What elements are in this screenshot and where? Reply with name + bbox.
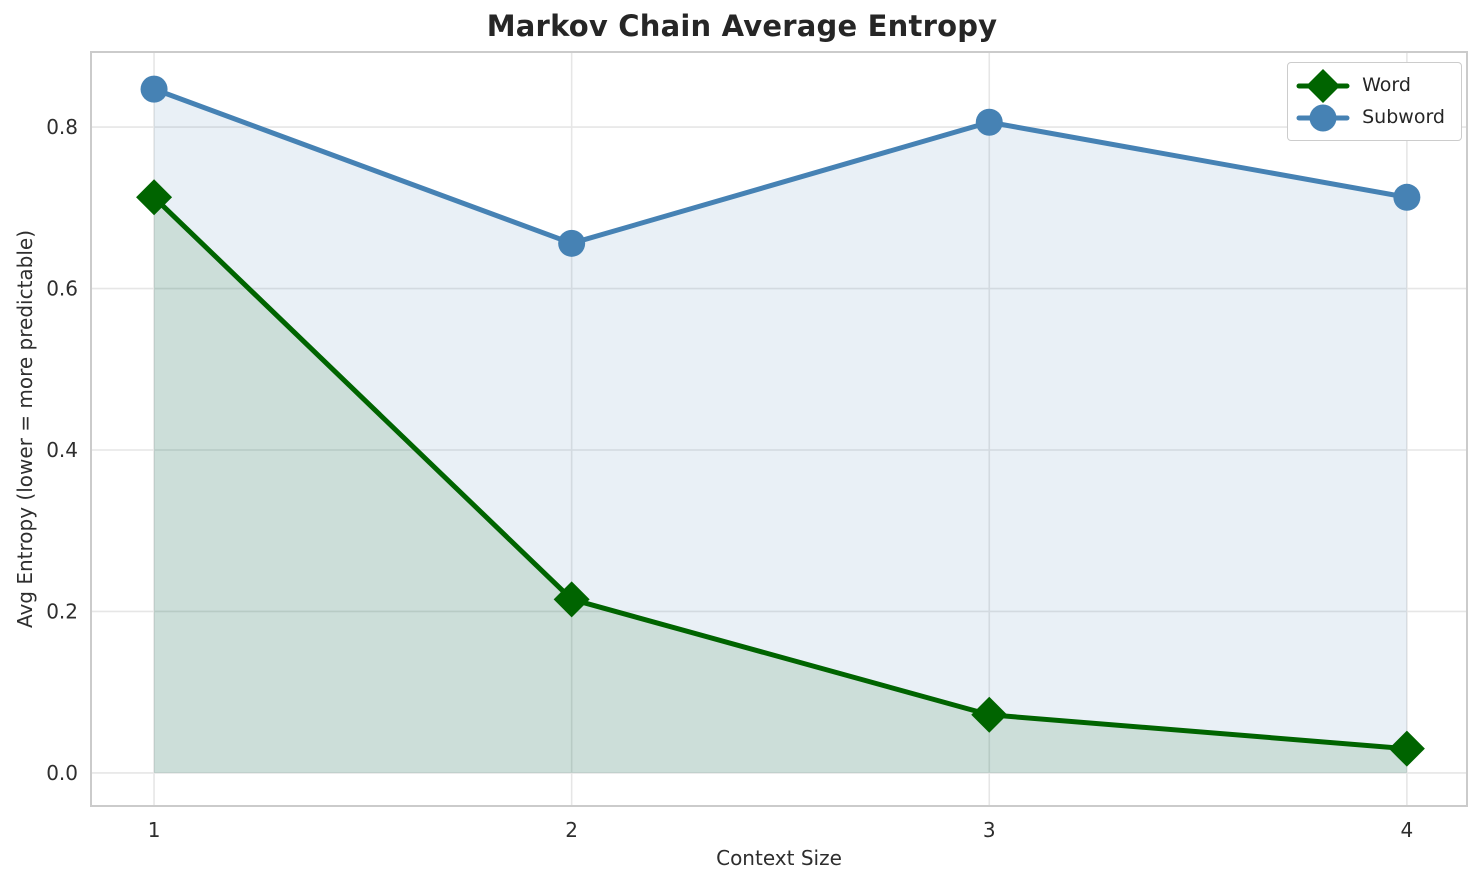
legend-entry-subword: Subword (1296, 102, 1445, 133)
x-tick-label: 4 (1400, 818, 1413, 842)
series-subword-line (151, 86, 1410, 246)
diamond-marker-icon (1296, 68, 1350, 103)
y-tick-label: 0.8 (46, 115, 78, 139)
y-tick-label: 0.6 (46, 277, 78, 301)
legend-label: Subword (1362, 106, 1445, 128)
x-tick-label: 2 (565, 818, 578, 842)
y-tick-label: 0.4 (46, 438, 78, 462)
x-tick-label: 3 (983, 818, 996, 842)
series-word-marker (971, 696, 1008, 733)
series-word-fill (154, 197, 1407, 773)
series-subword-fill (154, 89, 1407, 773)
y-tick-label: 0.2 (46, 599, 78, 623)
series-word-marker (1388, 730, 1425, 767)
y-axis-label: Avg Entropy (lower = more predictable) (13, 229, 37, 629)
series-subword-marker (558, 229, 586, 257)
circle-marker-icon (1296, 104, 1350, 131)
y-tick-label: 0.0 (46, 761, 78, 785)
legend-label: Word (1362, 74, 1411, 96)
series-subword-marker (975, 108, 1003, 136)
series-word-marker (553, 581, 590, 618)
x-axis-label: Context Size (716, 846, 842, 870)
series-word-marker (136, 179, 173, 216)
series-subword-marker (140, 75, 168, 103)
series-subword-marker (1393, 183, 1421, 211)
legend-entry-word: Word (1296, 68, 1445, 103)
x-tick-label: 1 (148, 818, 161, 842)
chart-title: Markov Chain Average Entropy (486, 9, 998, 43)
plot-border (90, 51, 1468, 807)
legend: Word Subword (1287, 62, 1462, 141)
series-word-line (151, 194, 1410, 752)
